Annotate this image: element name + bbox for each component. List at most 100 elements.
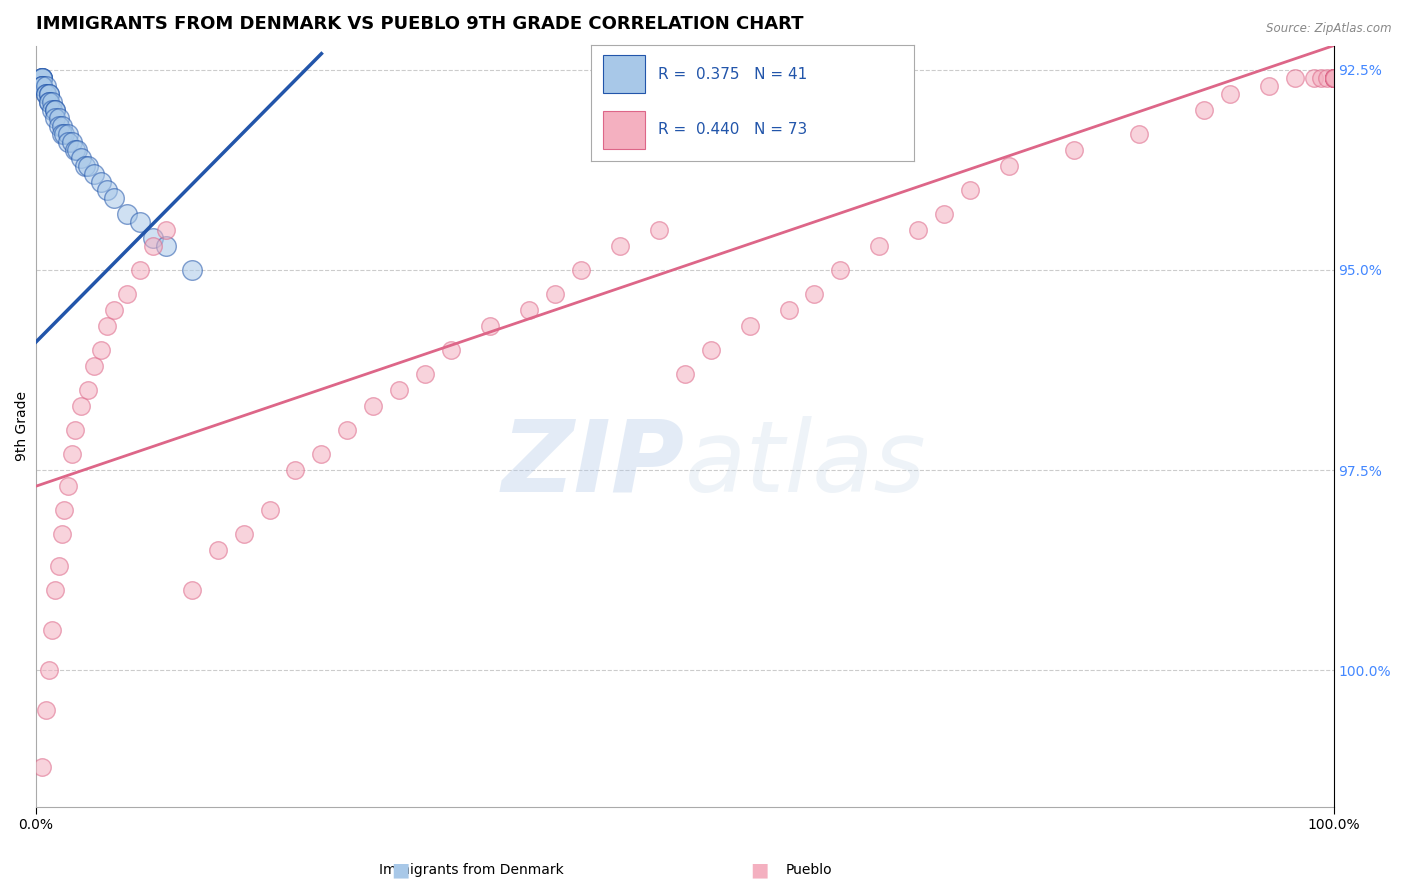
Point [1322,70,1344,85]
FancyBboxPatch shape [603,55,645,94]
Point [868,239,890,253]
Point [544,287,567,301]
Point [38,95,60,109]
Point [959,183,981,197]
Point [907,223,929,237]
Point [1303,70,1326,85]
Point [41,624,63,638]
Point [76,159,98,173]
Point [128,263,150,277]
Point [115,287,138,301]
Point [142,239,165,253]
Point [60,447,83,461]
Point [83,167,105,181]
Point [35,703,58,717]
Point [1322,70,1344,85]
Point [60,135,83,149]
Point [1322,70,1344,85]
Point [363,399,385,413]
Point [609,239,631,253]
Point [1128,127,1150,141]
Point [75,159,97,173]
Point [41,95,63,109]
Point [207,543,229,558]
Point [38,87,60,101]
Point [31,70,53,85]
Point [648,223,671,237]
Text: ■: ■ [749,860,769,880]
Point [284,463,307,477]
Point [103,303,125,318]
Point [738,318,761,333]
Point [35,87,58,101]
Point [31,70,53,85]
Point [44,103,66,117]
Point [1322,70,1344,85]
Point [90,175,112,189]
Point [38,87,60,101]
Point [934,207,956,221]
Point [180,583,202,598]
Point [778,303,800,318]
Point [1322,70,1344,85]
Text: Pueblo: Pueblo [785,863,832,877]
Point [830,263,852,277]
Point [1316,70,1339,85]
Point [31,70,53,85]
Text: ■: ■ [391,860,411,880]
Point [1257,78,1279,93]
Point [311,447,333,461]
Text: atlas: atlas [685,416,927,513]
Point [63,143,86,157]
Point [48,111,70,125]
Point [44,103,66,117]
Point [388,383,411,397]
Point [1322,70,1344,85]
Point [51,119,73,133]
Point [83,359,105,373]
Point [70,151,93,165]
Point [440,343,463,357]
Point [1322,70,1344,85]
Point [31,78,53,93]
Point [90,343,112,357]
Text: IMMIGRANTS FROM DENMARK VS PUEBLO 9TH GRADE CORRELATION CHART: IMMIGRANTS FROM DENMARK VS PUEBLO 9TH GR… [37,15,803,33]
Point [1322,70,1344,85]
Y-axis label: 9th Grade: 9th Grade [15,391,30,461]
Point [51,127,73,141]
Point [803,287,825,301]
Point [48,559,70,574]
Point [142,231,165,245]
Point [58,479,80,493]
Point [1322,70,1344,85]
Point [66,143,89,157]
Point [479,318,502,333]
Point [70,399,93,413]
Point [259,503,281,517]
Text: Immigrants from Denmark: Immigrants from Denmark [378,863,564,877]
Point [96,318,118,333]
Point [31,78,53,93]
Point [1322,70,1344,85]
Point [1063,143,1085,157]
Text: ZIP: ZIP [502,416,685,513]
Point [38,95,60,109]
Point [998,159,1021,173]
Point [35,87,58,101]
Point [115,207,138,221]
Point [44,583,66,598]
Point [76,383,98,397]
Point [31,78,53,93]
Point [1322,70,1344,85]
Text: Source: ZipAtlas.com: Source: ZipAtlas.com [1267,22,1392,36]
Point [41,103,63,117]
Point [51,527,73,541]
Point [1322,70,1344,85]
Point [38,664,60,678]
Text: R =  0.440   N = 73: R = 0.440 N = 73 [658,122,807,137]
Point [35,78,58,93]
Point [63,423,86,437]
Point [128,215,150,229]
Point [336,423,359,437]
Point [96,183,118,197]
